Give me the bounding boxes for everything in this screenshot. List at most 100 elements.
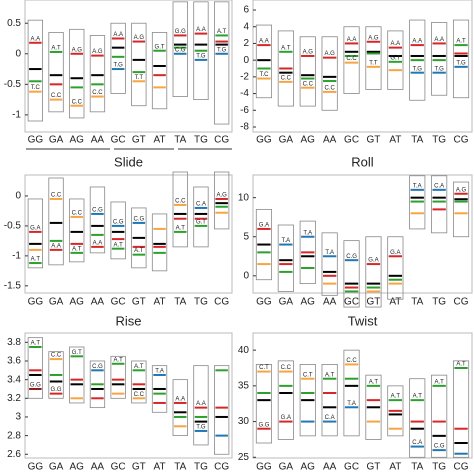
x-tick-label: AT: [389, 297, 401, 308]
stripe-label: C.C: [324, 85, 335, 91]
stripe-label: G.G: [51, 387, 62, 393]
stripe-label: C.C: [346, 56, 357, 62]
range-box: [214, 171, 230, 230]
stripe-label: A.A: [31, 36, 41, 42]
stripe-label: T.G: [217, 47, 227, 53]
y-tick-label: 25: [238, 452, 250, 463]
stripe-label: A.A: [434, 37, 444, 43]
x-tick-label: TA: [411, 297, 423, 308]
y-tick-label: 3.6: [7, 356, 21, 367]
range-box: [409, 378, 426, 458]
x-tick-label: TG: [432, 462, 446, 473]
stripe-label: A.T: [217, 29, 227, 35]
stripe-label: T.G: [196, 53, 206, 59]
stripe-label: A.T: [456, 39, 466, 45]
stripe-label: C.C: [92, 90, 103, 96]
x-tick-label: GG: [28, 462, 44, 473]
x-tick-label: TA: [174, 462, 186, 473]
x-tick-label: CG: [454, 297, 469, 308]
range-box: [365, 236, 382, 308]
range-box: [321, 36, 338, 111]
x-tick-label: CG: [454, 462, 469, 473]
stripe-label: G.T: [155, 44, 165, 50]
plot-frame: [24, 174, 233, 294]
y-tick-label: 0.5: [7, 18, 21, 29]
range-box: [27, 198, 43, 269]
stripe-label: C.T: [303, 372, 313, 378]
range-box: [27, 19, 43, 122]
stripe-label: G.T: [390, 55, 400, 61]
range-box: [172, 1, 188, 97]
range-box: [387, 385, 404, 437]
stripe-label: T.T: [369, 60, 378, 66]
y-tick-label: 3.4: [7, 374, 21, 385]
range-box: [151, 365, 168, 413]
stripe-label: A.A: [175, 397, 185, 403]
stripe-label: C.C: [51, 193, 62, 199]
stripe-label: C.C: [346, 358, 357, 364]
range-box: [452, 19, 470, 99]
range-box: [255, 208, 273, 281]
range-box: [172, 171, 188, 248]
x-tick-label: TA: [411, 462, 423, 473]
stripe-label: A.G: [134, 35, 145, 41]
range-box: [27, 337, 43, 399]
x-tick-label: GA: [279, 135, 294, 146]
stripe-label: T.A: [155, 369, 164, 375]
x-tick-label: GC: [344, 462, 359, 473]
range-box: [131, 22, 147, 107]
x-tick-label: GT: [132, 462, 146, 473]
stripe-label: C.G: [346, 254, 357, 260]
x-tick-label: TG: [432, 135, 446, 146]
stripe-label: C.A: [196, 202, 206, 208]
stripe-label: A.T: [31, 341, 41, 347]
stripe-label: T.T: [135, 75, 144, 81]
stripe-label: C.C: [175, 199, 186, 205]
stripe-label: C.G: [134, 216, 145, 222]
stripe-label: A.A: [196, 401, 206, 407]
y-tick-label: -1: [12, 251, 21, 262]
x-tick-label: GA: [49, 462, 64, 473]
stripe-label: C.C: [72, 99, 83, 105]
range-box: [214, 1, 230, 125]
y-tick-label: 0: [15, 191, 21, 202]
stripe-label: A.A: [93, 240, 103, 246]
range-box: [89, 35, 106, 113]
stripe-label: A.A: [347, 37, 357, 43]
y-tick-label: 10: [238, 192, 250, 203]
range-box: [69, 346, 85, 404]
stripe-label: C.A: [325, 415, 335, 421]
x-tick-label: AT: [389, 462, 401, 473]
y-tick-label: -2: [240, 72, 249, 83]
x-tick-label: TA: [174, 297, 186, 308]
y-tick-label: -0.5: [4, 221, 22, 232]
stripe-label: A.A: [412, 39, 422, 45]
x-tick-label: GA: [49, 297, 64, 308]
range-box: [69, 198, 85, 263]
stripe-label: T.A: [413, 183, 422, 189]
stripe-label: T.A: [303, 230, 312, 236]
stripe-label: T.G: [413, 66, 423, 72]
y-tick-label: 30: [238, 416, 250, 427]
stripe-label: T.C: [31, 85, 41, 91]
y-tick-label: -6: [240, 105, 249, 116]
x-tick-label: TA: [411, 135, 423, 146]
stripe-label: A.G: [72, 47, 83, 53]
stripe-label: C.G: [434, 444, 445, 450]
stripe-label: A.T: [413, 394, 423, 400]
panel-title: Slide: [114, 154, 143, 169]
plot-frame: [252, 332, 473, 459]
range-box: [277, 224, 294, 292]
stripe-label: C.T: [259, 365, 269, 371]
range-box: [321, 364, 338, 437]
x-tick-label: TA: [174, 135, 186, 146]
stripe-label: G.A: [30, 225, 40, 231]
range-box: [409, 175, 426, 230]
stripe-label: T.G: [456, 60, 466, 66]
y-tick-label: 4: [243, 21, 249, 32]
range-box: [299, 364, 316, 437]
stripe-label: T.G: [196, 425, 206, 431]
stripe-label: A.A: [51, 243, 61, 249]
panel-title: Roll: [351, 154, 374, 169]
x-tick-label: AG: [301, 297, 316, 308]
